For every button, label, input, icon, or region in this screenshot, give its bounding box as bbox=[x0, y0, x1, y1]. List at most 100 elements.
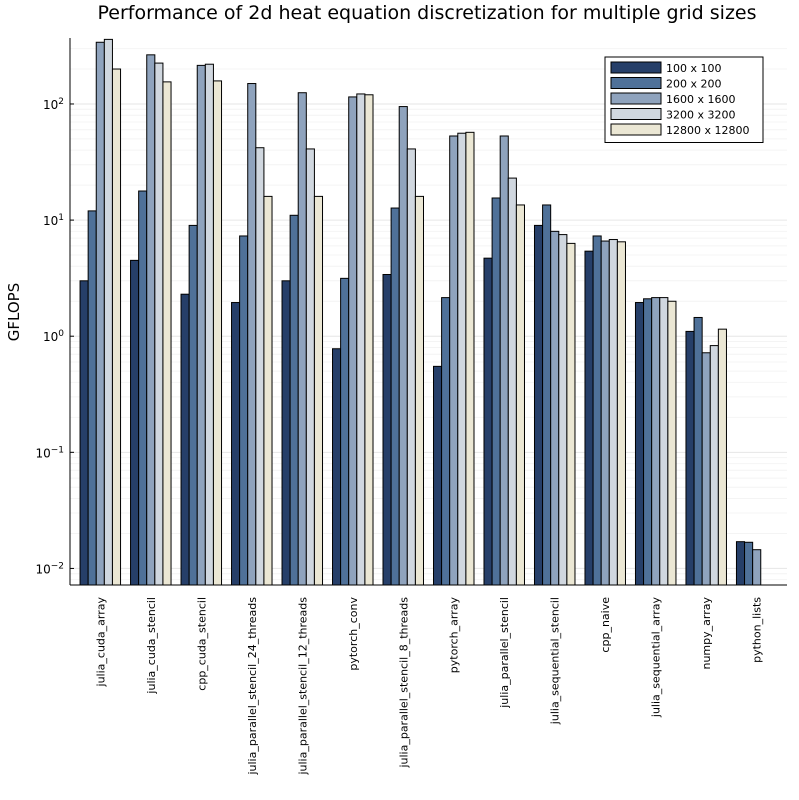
x-tick-label: pytorch_array bbox=[448, 597, 461, 674]
legend-swatch bbox=[610, 123, 662, 136]
bar bbox=[231, 302, 241, 586]
legend-label: 3200 x 3200 bbox=[666, 109, 736, 122]
chart-title: Performance of 2d heat equation discreti… bbox=[97, 2, 756, 24]
bar bbox=[643, 298, 653, 586]
legend-label: 1600 x 1600 bbox=[666, 93, 736, 106]
bar bbox=[744, 541, 754, 586]
bar bbox=[340, 277, 350, 586]
x-tick-label: julia_parallel_stencil_8_threads bbox=[397, 597, 410, 769]
bar bbox=[313, 195, 324, 586]
bar bbox=[364, 94, 374, 586]
bar bbox=[441, 297, 451, 586]
x-tick-label: pytorch_conv bbox=[347, 597, 360, 671]
bar bbox=[297, 92, 307, 586]
legend-swatch bbox=[610, 77, 662, 89]
bar bbox=[87, 210, 97, 586]
bar bbox=[449, 135, 459, 586]
bar bbox=[507, 177, 517, 586]
bar bbox=[196, 64, 206, 586]
bar bbox=[138, 190, 148, 586]
bar bbox=[390, 207, 400, 586]
y-tick-label: 101 bbox=[43, 213, 64, 228]
y-tick-label: 102 bbox=[43, 97, 64, 112]
bar bbox=[701, 352, 711, 586]
bar bbox=[667, 300, 677, 586]
bar bbox=[483, 257, 493, 586]
bar bbox=[752, 549, 762, 586]
bar bbox=[95, 41, 105, 586]
bar bbox=[289, 214, 299, 586]
x-tick-label: julia_sequential_stencil bbox=[549, 597, 562, 725]
bar bbox=[634, 302, 645, 586]
bar bbox=[499, 135, 509, 586]
legend: 100 x 100 200 x 200 1600 x 1600 3200 x 3200… bbox=[604, 56, 764, 143]
axes bbox=[69, 38, 787, 586]
y-tick-label: 10−2 bbox=[35, 561, 64, 576]
bar bbox=[659, 297, 669, 586]
bar bbox=[180, 293, 190, 586]
bar bbox=[332, 348, 342, 586]
bar bbox=[685, 330, 695, 586]
bar bbox=[550, 230, 560, 586]
bar bbox=[398, 106, 408, 586]
bar bbox=[735, 541, 746, 586]
bar bbox=[542, 204, 552, 586]
bar bbox=[465, 131, 475, 586]
bar bbox=[693, 316, 703, 586]
bar bbox=[600, 240, 610, 586]
bar bbox=[348, 96, 358, 586]
bar bbox=[239, 235, 249, 586]
bar bbox=[204, 63, 214, 586]
y-axis-label: GFLOPS bbox=[5, 283, 23, 341]
bar bbox=[212, 80, 223, 586]
bar bbox=[406, 148, 416, 586]
bar bbox=[154, 62, 164, 586]
bar bbox=[305, 148, 315, 586]
bar bbox=[592, 235, 602, 586]
bar bbox=[188, 224, 198, 586]
bar bbox=[162, 81, 172, 586]
bar bbox=[584, 250, 594, 586]
bar bbox=[717, 328, 727, 586]
x-tick-label: julia_parallel_stencil_24_threads bbox=[246, 597, 259, 776]
bar bbox=[103, 38, 113, 586]
bar bbox=[414, 195, 425, 586]
bar bbox=[382, 273, 392, 586]
x-tick-labels: julia_cuda_array julia_cuda_stencil cpp_cu… bbox=[94, 597, 763, 776]
legend-swatch bbox=[610, 92, 662, 105]
bar bbox=[130, 259, 140, 586]
x-tick-label: cpp_naive bbox=[599, 597, 612, 653]
x-tick-label: python_lists bbox=[751, 597, 764, 663]
x-tick-label: numpy_array bbox=[700, 597, 713, 670]
bar bbox=[146, 54, 156, 586]
y-tick-label: 10−1 bbox=[35, 445, 64, 460]
bar bbox=[263, 195, 273, 586]
legend-label: 100 x 100 bbox=[666, 62, 722, 75]
x-tick-label: julia_cuda_stencil bbox=[145, 597, 158, 695]
bar bbox=[651, 297, 661, 586]
bar bbox=[247, 83, 257, 586]
x-tick-label: julia_cuda_array bbox=[94, 597, 107, 688]
bar bbox=[356, 93, 366, 586]
bar bbox=[255, 147, 265, 586]
x-tick-label: julia_sequential_array bbox=[650, 597, 663, 719]
bar bbox=[709, 345, 719, 586]
legend-swatch bbox=[610, 61, 662, 74]
x-tick-label: julia_parallel_stencil bbox=[498, 597, 511, 709]
x-tick-label: cpp_cuda_stencil bbox=[195, 597, 208, 691]
bar bbox=[558, 234, 568, 586]
bar bbox=[533, 224, 544, 586]
bar bbox=[616, 241, 626, 586]
bar bbox=[608, 239, 618, 586]
bar bbox=[566, 242, 576, 586]
bar bbox=[79, 280, 89, 586]
y-tick-label: 100 bbox=[43, 329, 64, 344]
y-tick-labels: 10−2 10−1 100 101 102 bbox=[35, 97, 64, 576]
legend-swatch bbox=[610, 108, 662, 120]
bar bbox=[111, 68, 122, 586]
bar bbox=[515, 204, 525, 586]
bar bbox=[281, 280, 291, 586]
legend-label: 200 x 200 bbox=[666, 78, 722, 91]
x-tick-label: julia_parallel_stencil_12_threads bbox=[296, 597, 309, 776]
